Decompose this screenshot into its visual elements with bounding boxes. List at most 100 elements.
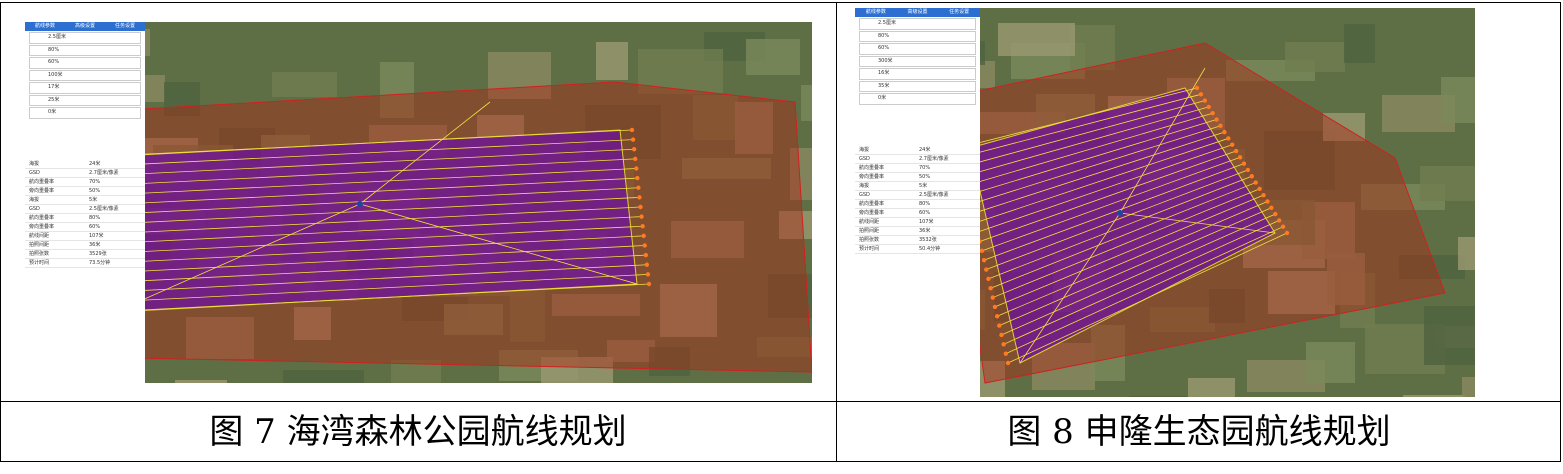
- tab: 高级设置: [907, 9, 928, 15]
- stat-label: GSD: [29, 205, 40, 212]
- flight-line: [88, 139, 634, 168]
- stat-value: 2.7厘米/像素: [89, 169, 119, 176]
- waypoint: [644, 262, 650, 267]
- flight-line: [87, 129, 633, 158]
- stat-value: 3532张: [919, 236, 937, 243]
- waypoint: [1249, 174, 1254, 179]
- field: [746, 39, 800, 75]
- flight-line: [979, 150, 1237, 242]
- stat-value: 3529张: [89, 250, 107, 257]
- param-field: 16米: [859, 68, 976, 80]
- param-field: 80%: [29, 44, 141, 56]
- stat-value: 70%: [89, 178, 101, 185]
- param-field: 2.5厘米: [29, 32, 141, 44]
- stat-label: 海拔: [859, 182, 870, 189]
- waypoint: [1284, 230, 1290, 236]
- flight-line: [964, 106, 1209, 177]
- field: [1462, 377, 1475, 397]
- stat-row: 海拔 24米: [25, 160, 145, 169]
- cell: [836, 401, 1561, 462]
- param-field: 35米: [859, 80, 976, 92]
- stat-value: 107米: [89, 232, 104, 239]
- field: [1344, 24, 1375, 63]
- waypoint: [1210, 111, 1215, 116]
- flight-line: [1007, 232, 1288, 364]
- stat-label: GSD: [29, 169, 40, 176]
- waypoint: [1233, 148, 1239, 154]
- waypoint: [1194, 85, 1200, 91]
- flight-line: [89, 148, 635, 177]
- waypoint: [1001, 342, 1006, 347]
- stat-value: 2.5厘米/像素: [919, 191, 949, 198]
- field: [735, 102, 773, 154]
- field: [380, 62, 414, 118]
- stat-row: 旁向重叠率 50%: [25, 187, 145, 196]
- flight-line: [977, 144, 1233, 233]
- stat-row: 拍照间距 36米: [25, 241, 145, 250]
- stat-label: 旁向重叠率: [859, 209, 885, 216]
- waypoint: [986, 276, 991, 282]
- waypoint: [1003, 351, 1009, 356]
- field: [175, 380, 227, 383]
- stat-label: 拍照张数: [29, 250, 50, 257]
- waypoint: [643, 252, 649, 258]
- tab-bar: 航线参数 高级设置 任务设置: [25, 22, 145, 31]
- flight-line: [93, 187, 639, 216]
- waypoint: [1206, 104, 1211, 110]
- waypoint: [994, 314, 1000, 319]
- waypoint: [1241, 161, 1247, 166]
- stat-value: 24米: [89, 160, 101, 167]
- stat-row: 旁向重叠率 50%: [855, 173, 980, 182]
- stat-value: 107米: [919, 218, 934, 225]
- stat-value: 80%: [919, 200, 931, 207]
- stat-label: 航向重叠率: [859, 164, 885, 171]
- flight-line: [988, 175, 1252, 280]
- waypoint: [641, 233, 646, 239]
- stat-row: 海拔 5米: [855, 182, 980, 191]
- flight-line: [960, 93, 1202, 158]
- field: [1306, 342, 1355, 383]
- waypoint: [1226, 136, 1231, 141]
- flight-line: [102, 283, 650, 313]
- field: [607, 340, 655, 362]
- flight-line: [1005, 226, 1284, 355]
- flight-line: [970, 125, 1221, 205]
- waypoint: [634, 166, 639, 171]
- stat-value: 50%: [919, 173, 931, 180]
- tab: 高级设置: [74, 23, 95, 29]
- stat-label: 旁向重叠率: [29, 187, 55, 194]
- waypoint: [1202, 98, 1208, 103]
- stat-label: 航线间距: [859, 218, 880, 225]
- waypoint: [984, 267, 989, 272]
- tab: 任务设置: [114, 23, 135, 29]
- field: [1424, 306, 1475, 365]
- stat-row: 航向重叠率 70%: [25, 178, 145, 187]
- field: [1327, 253, 1365, 305]
- field: [477, 115, 524, 138]
- waypoint: [630, 137, 636, 142]
- stat-label: 航线间距: [29, 232, 50, 239]
- field: [660, 284, 717, 337]
- waypoint: [992, 304, 998, 310]
- waypoint: [1230, 142, 1235, 147]
- param-field: 60%: [29, 57, 141, 69]
- waypoint: [1273, 211, 1278, 217]
- field: [768, 274, 812, 318]
- stat-value: 5米: [89, 196, 98, 203]
- field: [998, 23, 1075, 56]
- waypoint: [997, 323, 1002, 328]
- flight-line: [101, 264, 647, 294]
- flight-line: [96, 216, 642, 245]
- flight-line: [992, 188, 1260, 298]
- map: [25, 22, 812, 383]
- field: [757, 337, 812, 357]
- field: [1209, 289, 1245, 323]
- stat-value: 2.7厘米/像素: [919, 155, 949, 162]
- waypoint: [1276, 218, 1282, 223]
- field: [294, 307, 331, 340]
- spacer: [855, 106, 980, 146]
- flight-line: [973, 131, 1225, 214]
- field: [1441, 77, 1475, 123]
- waypoint: [979, 248, 985, 254]
- waypoint: [999, 332, 1004, 338]
